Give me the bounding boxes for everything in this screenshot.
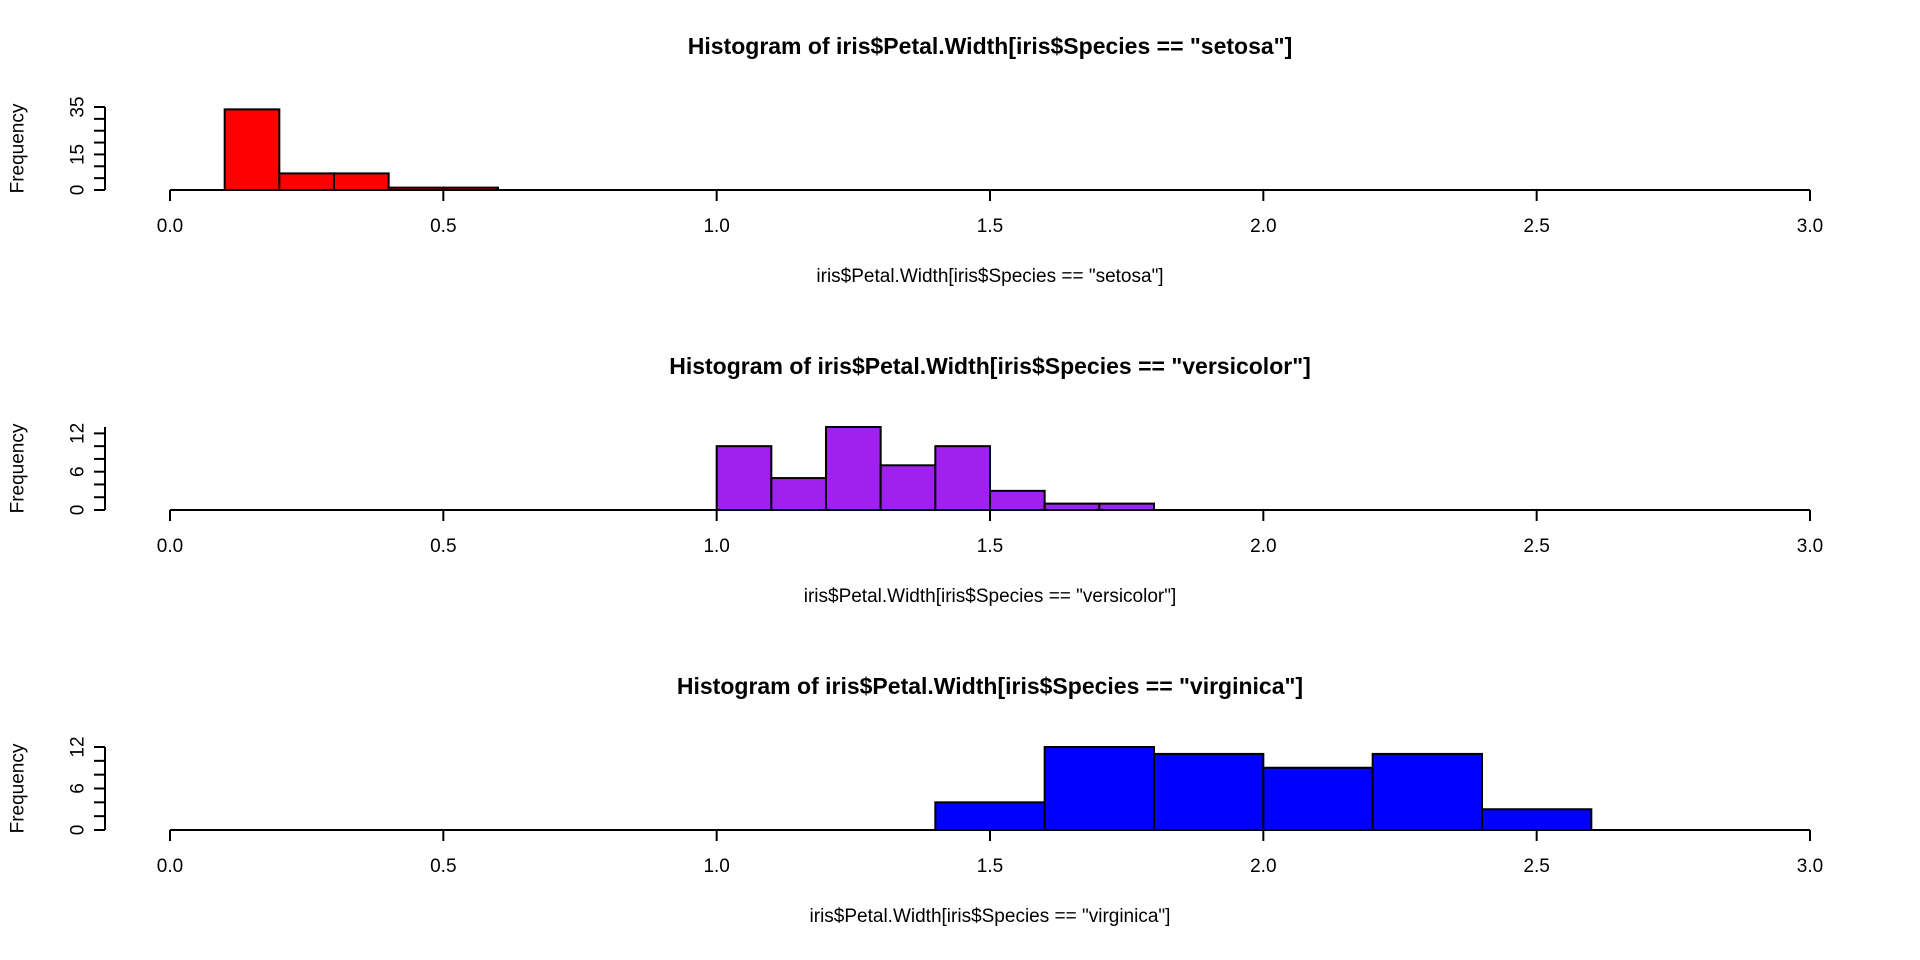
x-tick-label: 0.0 — [157, 856, 183, 877]
histogram-bar — [989, 489, 1046, 512]
x-tick-label: 1.5 — [977, 856, 1003, 877]
x-tick-label: 2.0 — [1250, 856, 1276, 877]
y-tick-label: 0 — [68, 505, 89, 516]
histogram-panel-1: Histogram of iris$Petal.Width[iris$Speci… — [8, 33, 1824, 287]
x-tick-label: 1.5 — [977, 216, 1003, 237]
chart-title: Histogram of iris$Petal.Width[iris$Speci… — [688, 33, 1292, 59]
histogram-bar — [825, 426, 882, 511]
histogram-bar — [333, 172, 390, 191]
histogram-bar — [879, 464, 937, 511]
y-axis-label: Frequency — [8, 103, 29, 193]
x-tick-label: 3.0 — [1797, 856, 1823, 877]
y-axis-label: Frequency — [8, 743, 29, 833]
x-tick-label: 0.0 — [157, 216, 183, 237]
x-axis-label: iris$Petal.Width[iris$Species == "setosa… — [816, 266, 1163, 287]
y-axis-label: Frequency — [8, 423, 29, 513]
histogram-bar — [1481, 808, 1593, 831]
y-tick-label: 6 — [68, 466, 89, 477]
histogram-bar — [223, 108, 281, 191]
x-tick-label: 0.5 — [430, 216, 456, 237]
x-tick-label: 0.0 — [157, 536, 183, 557]
y-tick-label: 0 — [68, 825, 89, 836]
x-tick-label: 2.5 — [1523, 856, 1549, 877]
histogram-bar — [934, 801, 1046, 831]
y-tick-label: 6 — [68, 783, 89, 794]
histogram-bar — [770, 477, 827, 512]
histogram-bar — [1043, 746, 1155, 831]
y-tick-label: 15 — [68, 144, 89, 165]
y-tick-label: 12 — [68, 736, 89, 757]
x-tick-label: 0.5 — [430, 856, 456, 877]
y-tick-label: 35 — [68, 96, 89, 117]
x-tick-label: 0.5 — [430, 536, 456, 557]
histogram-bar — [934, 445, 991, 511]
x-tick-label: 2.0 — [1250, 536, 1276, 557]
x-tick-label: 2.5 — [1523, 536, 1549, 557]
histogram-bar — [715, 445, 773, 511]
y-tick-label: 0 — [68, 185, 89, 196]
chart-title: Histogram of iris$Petal.Width[iris$Speci… — [677, 673, 1303, 699]
x-tick-label: 3.0 — [1797, 536, 1823, 557]
histogram-panel-2: Histogram of iris$Petal.Width[iris$Speci… — [8, 353, 1824, 607]
x-axis-label: iris$Petal.Width[iris$Species == "virgin… — [810, 906, 1171, 927]
x-tick-label: 1.5 — [977, 536, 1003, 557]
histogram-bar — [1153, 752, 1265, 832]
y-tick-label: 12 — [68, 423, 89, 444]
x-tick-label: 2.5 — [1523, 216, 1549, 237]
x-axis-label: iris$Petal.Width[iris$Species == "versic… — [804, 586, 1177, 607]
x-tick-label: 1.0 — [703, 856, 729, 877]
x-tick-label: 1.0 — [703, 216, 729, 237]
histogram-bar — [278, 172, 336, 191]
x-tick-label: 3.0 — [1797, 216, 1823, 237]
histogram-bar — [1371, 752, 1483, 832]
x-tick-label: 2.0 — [1250, 216, 1276, 237]
histogram-panel-3: Histogram of iris$Petal.Width[iris$Speci… — [8, 673, 1824, 927]
chart-title: Histogram of iris$Petal.Width[iris$Speci… — [669, 353, 1311, 379]
histogram-bar — [1262, 766, 1374, 831]
x-tick-label: 1.0 — [703, 536, 729, 557]
